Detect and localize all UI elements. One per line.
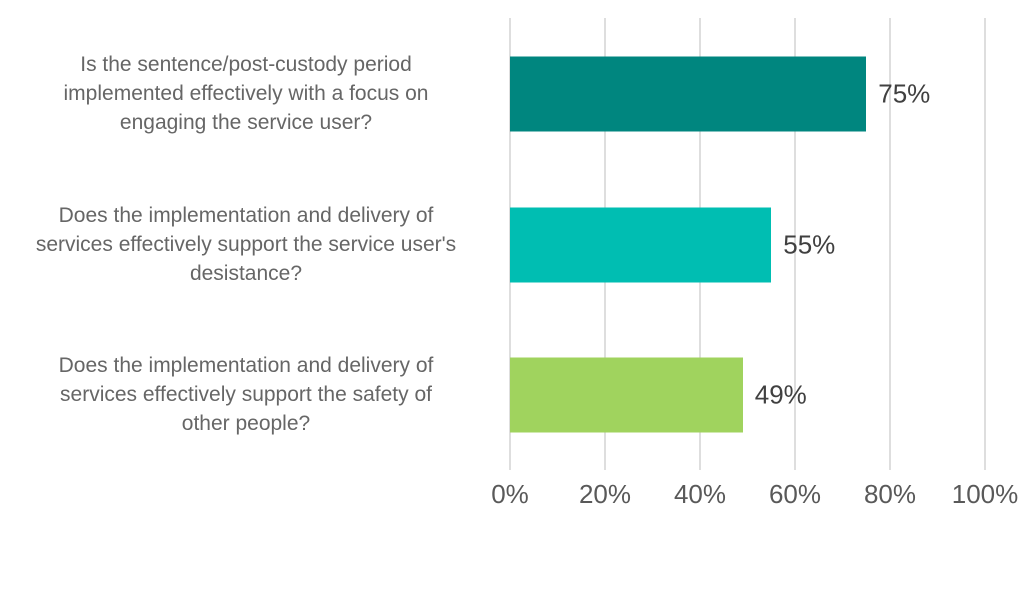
category-label: Does the implementation and delivery of … (35, 204, 457, 285)
bar-safety-other-people (510, 357, 743, 432)
chart-row: Does the implementation and delivery of … (0, 169, 1024, 320)
chart-row: Is the sentence/post-custody period impl… (0, 18, 1024, 169)
x-tick: 0% (491, 479, 529, 509)
x-tick: 100% (951, 479, 1019, 509)
x-tick: 40% (673, 479, 727, 509)
x-axis: 0% 20% 40% 60% 80% 100% (491, 479, 1018, 511)
value-label: 55% (783, 229, 836, 259)
bar-track: 49% (510, 319, 985, 470)
x-tick: 60% (768, 479, 822, 509)
bar-track: 55% (510, 169, 985, 320)
bar-track: 75% (510, 18, 985, 169)
chart-row: Does the implementation and delivery of … (0, 319, 1024, 470)
category-label: Is the sentence/post-custody period impl… (63, 53, 429, 134)
gridline-60 (794, 18, 796, 470)
bar-sentence-implemented (510, 56, 867, 131)
x-tick: 80% (863, 479, 917, 509)
x-tick: 20% (578, 479, 632, 509)
bar-support-desistance (510, 207, 772, 282)
value-label: 49% (754, 379, 807, 409)
category-label: Does the implementation and delivery of … (58, 354, 434, 435)
gridline-80 (889, 18, 891, 470)
gridline-100 (984, 18, 986, 470)
value-label: 75% (878, 78, 931, 108)
